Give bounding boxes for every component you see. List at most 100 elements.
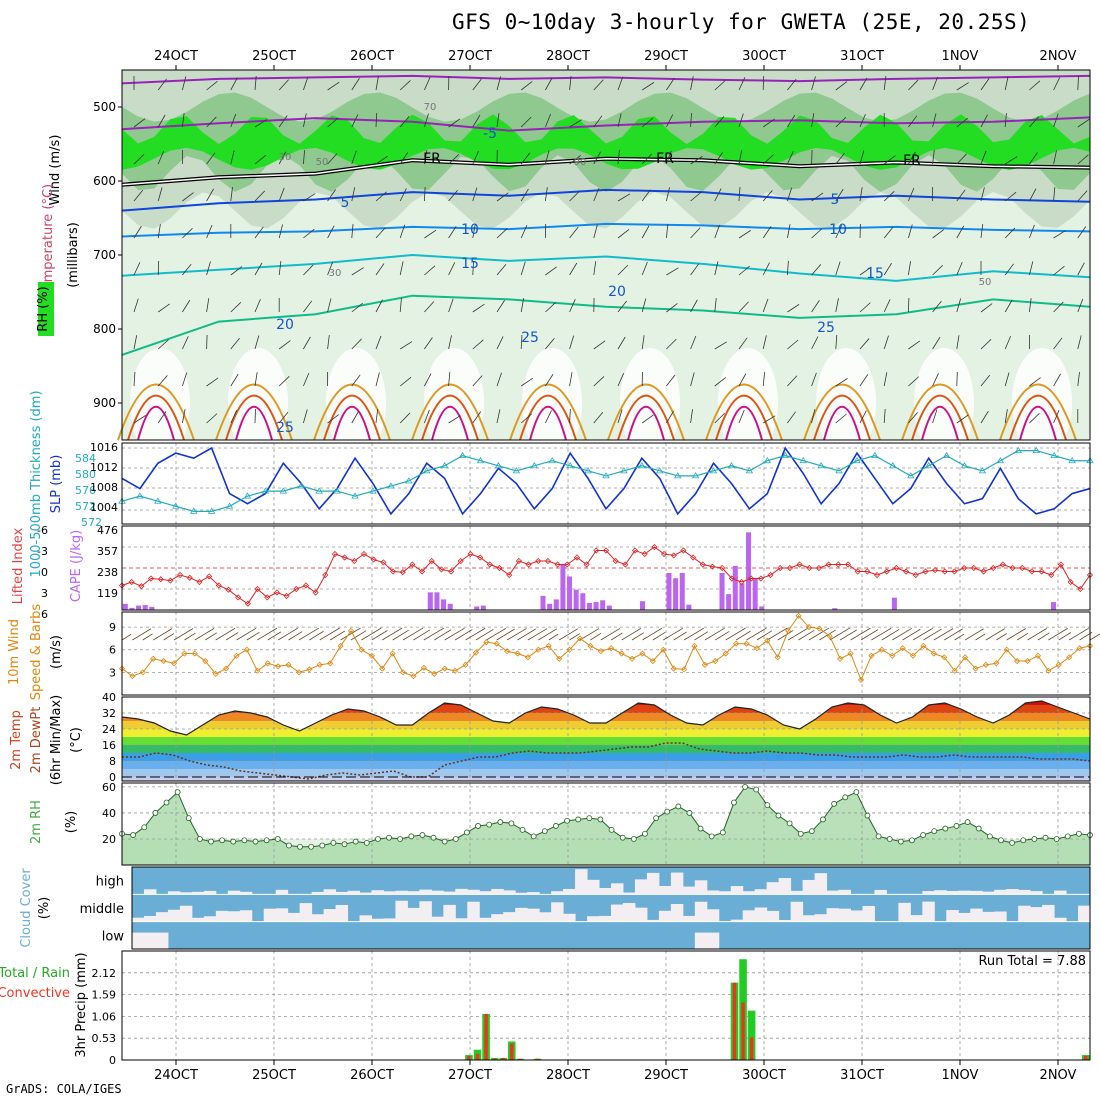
cloud-cell <box>479 891 492 895</box>
temp-band <box>122 753 1090 761</box>
date-label-top: 28OCT <box>546 49 590 64</box>
cloud-cell <box>970 908 983 922</box>
li-point <box>835 561 842 568</box>
wind-barb <box>1053 409 1060 424</box>
wind-barb <box>520 298 525 313</box>
isotherm-25 <box>411 383 489 441</box>
thickness-tick: 576 <box>75 484 96 497</box>
wind-barb-10m <box>1006 628 1026 641</box>
wind-barb <box>641 82 655 91</box>
isotherm-20 <box>121 294 1091 356</box>
cloud-cell <box>802 879 816 895</box>
cape-bar <box>441 599 447 610</box>
cloud-cell <box>790 890 804 895</box>
rh2m-point <box>708 833 715 840</box>
wind-barb <box>932 336 941 350</box>
li-point <box>757 575 764 582</box>
wind-barb <box>520 116 532 128</box>
precip-conv-bar <box>484 1013 488 1060</box>
wind-speed-point <box>805 624 813 631</box>
wind-barb <box>666 267 679 276</box>
precip-tick: 1.06 <box>92 1010 117 1023</box>
thickness-tick: 580 <box>75 468 96 481</box>
cloud-cell <box>658 910 672 922</box>
rh2m-point <box>909 837 915 844</box>
wind-barb-10m <box>590 632 602 641</box>
wind-barb <box>375 227 386 239</box>
li-point <box>389 568 397 575</box>
cape-bar <box>726 594 732 610</box>
cloud-cell <box>778 878 792 895</box>
thickness-point <box>387 482 395 489</box>
rh2m-point <box>642 830 648 837</box>
cloud-cell <box>443 891 456 895</box>
thickness-point <box>261 487 270 494</box>
wind-barb <box>303 193 316 202</box>
cloud-cell <box>299 903 313 922</box>
li-point <box>486 561 493 568</box>
cloud-cell <box>227 911 241 922</box>
thickness-point <box>566 462 574 469</box>
wind-barb <box>1029 298 1032 313</box>
wind-barb <box>496 228 508 239</box>
wind-barb-10m <box>444 627 465 641</box>
wind-barb <box>254 190 266 202</box>
isotherm-25 <box>607 383 685 441</box>
wind-barb <box>182 372 188 387</box>
wind-barb <box>859 150 865 165</box>
rh2m-point <box>864 812 871 819</box>
wind-speed-point <box>576 635 584 642</box>
wind-barb <box>157 187 163 202</box>
wind-barb <box>569 226 579 239</box>
wind-barb <box>1053 113 1059 128</box>
li-point <box>380 559 387 566</box>
wind-barb <box>351 302 363 313</box>
wind-barb-10m <box>954 633 965 641</box>
wind-barb <box>666 150 672 165</box>
li-point <box>670 552 677 559</box>
cloud-cell <box>910 915 923 922</box>
wind-barb <box>787 411 796 424</box>
wind-barb <box>859 338 870 350</box>
wind-barb <box>545 266 557 276</box>
dewpt-line <box>122 742 1091 780</box>
precip-tick: 0 <box>109 1054 116 1067</box>
wind-barb-10m <box>382 627 403 641</box>
cloud-cell <box>754 889 768 895</box>
cape-bar <box>567 576 573 610</box>
slp-tick: 1008 <box>90 481 118 494</box>
li-point <box>215 582 222 589</box>
cloud-cell <box>802 915 816 922</box>
wind-barb-10m <box>121 633 132 641</box>
svg-text:Wind (m/s): Wind (m/s) <box>48 135 63 206</box>
cloud-cell <box>323 889 337 895</box>
wind-barb <box>714 298 717 313</box>
wind-speed-point <box>670 665 677 672</box>
wind-speed-point <box>337 642 344 650</box>
wind-barb-10m <box>1089 633 1100 641</box>
wind-barb-10m <box>163 633 175 641</box>
cloud-cell <box>323 909 337 922</box>
cape-bar <box>679 572 685 610</box>
cloud-cell <box>539 912 552 922</box>
cloud-cell <box>563 913 576 922</box>
li-point <box>138 583 145 590</box>
wind-barb-10m <box>808 627 830 641</box>
wind-barb <box>835 225 843 239</box>
isotherm-35 <box>627 405 665 441</box>
wind-barb <box>496 76 502 91</box>
cape-bar <box>474 606 480 610</box>
wind-barb <box>230 187 233 202</box>
thickness-point <box>996 456 1005 464</box>
wind-speed-point <box>316 661 323 668</box>
wind-barb <box>1029 188 1037 202</box>
wind-barb <box>714 261 719 276</box>
thickness-tick: 572 <box>81 516 102 529</box>
rh2m-point <box>675 803 682 810</box>
rh2m-point <box>208 838 214 845</box>
cloud-cell <box>455 918 468 922</box>
wind-barb <box>1004 372 1010 387</box>
li-point <box>1067 578 1074 586</box>
wind-speed-point <box>514 650 521 657</box>
li-point <box>147 575 155 582</box>
